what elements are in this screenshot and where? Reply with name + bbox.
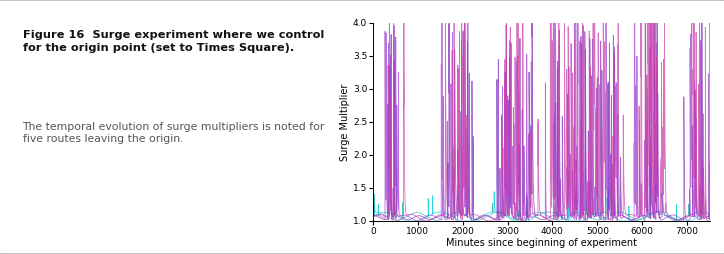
Text: The temporal evolution of surge multipliers is noted for
five routes leaving the: The temporal evolution of surge multipli… (22, 122, 325, 144)
Y-axis label: Surge Multiplier: Surge Multiplier (340, 83, 350, 161)
X-axis label: Minutes since beginning of experiment: Minutes since beginning of experiment (446, 238, 636, 248)
Text: Figure 16  Surge experiment where we control
for the origin point (set to Times : Figure 16 Surge experiment where we cont… (22, 30, 324, 53)
